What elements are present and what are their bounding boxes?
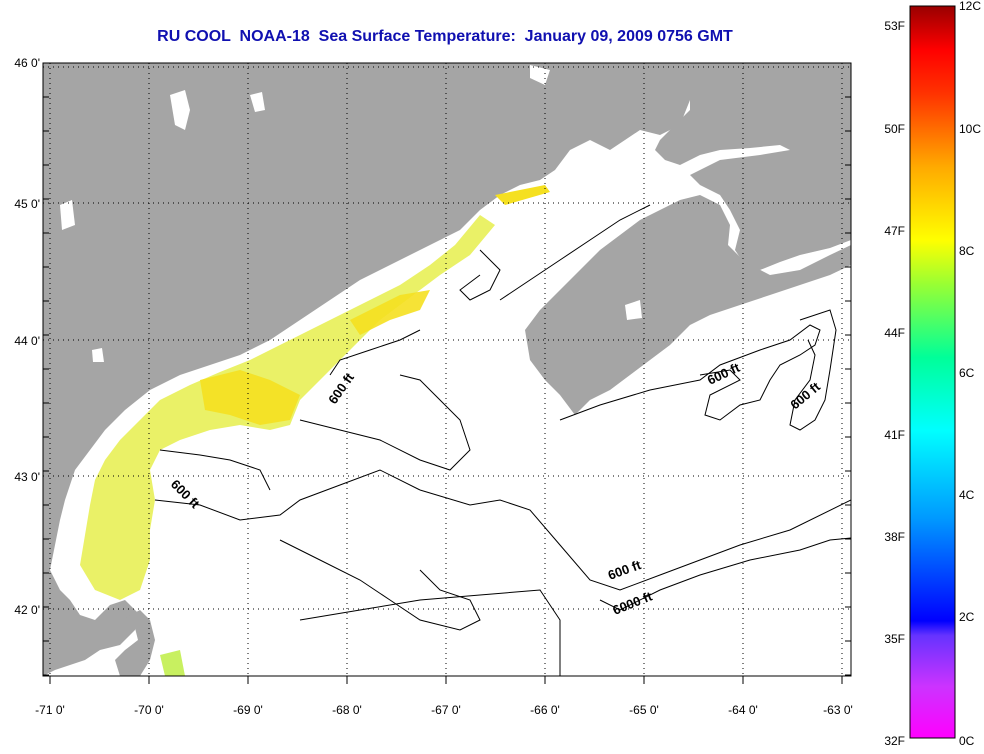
colorbar-f-label: 35F <box>884 632 905 646</box>
colorbar-f-label: 50F <box>884 122 905 136</box>
sst-patch <box>160 650 185 676</box>
contour-600ft <box>559 324 821 421</box>
map-title: RU COOL NOAA-18 Sea Surface Temperature:… <box>157 28 733 45</box>
map-grid <box>43 62 851 684</box>
colorbar-f-label: 32F <box>884 734 905 748</box>
colorbar-c-label: 6C <box>959 366 975 380</box>
colorbar-f-label: 38F <box>884 530 905 544</box>
colorbar-f-label: 41F <box>884 428 905 442</box>
lake <box>530 65 550 85</box>
contour-basin <box>299 374 471 471</box>
colorbar-c-label: 0C <box>959 734 975 748</box>
lake <box>250 92 265 112</box>
sst-patch <box>495 185 550 205</box>
map-area <box>43 63 851 676</box>
contour-gulf-3 <box>329 329 421 376</box>
contour-600ft-gulf <box>154 469 421 521</box>
lon-label: -70 0' <box>134 703 164 717</box>
land-cape-cod <box>115 610 155 676</box>
contour-6000ft <box>599 537 851 611</box>
contour-600ft-east <box>789 309 837 431</box>
map-frame <box>42 62 852 677</box>
land-new-england <box>43 63 700 676</box>
contour-basin-2 <box>279 539 481 631</box>
colorbar-f-label: 53F <box>884 19 905 33</box>
lake <box>625 300 642 320</box>
colorbar-f-label: 44F <box>884 326 905 340</box>
contour-ridge <box>459 249 501 301</box>
lat-label: 42 0' <box>14 603 40 617</box>
colorbar-c-label: 8C <box>959 244 975 258</box>
colorbar-f-label: 47F <box>884 224 905 238</box>
lake <box>170 90 190 130</box>
colorbar-c-label: 2C <box>959 610 975 624</box>
colorbar-c-labels: 12C 10C 8C 6C 4C 2C 0C <box>959 0 981 748</box>
lon-label: -65 0' <box>629 703 659 717</box>
colorbar: 53F 50F 47F 44F 41F 38F 35F 32F 12C 10C … <box>884 0 981 748</box>
colorbar-f-labels: 53F 50F 47F 44F 41F 38F 35F 32F <box>884 19 905 748</box>
colorbar-c-label: 12C <box>959 0 981 13</box>
lon-label: -66 0' <box>530 703 560 717</box>
contour-gulf-2 <box>159 449 271 491</box>
sst-swath-warm <box>200 370 300 425</box>
contour-shelf <box>299 589 561 676</box>
lon-label: -63 0' <box>823 703 853 717</box>
lat-label: 44 0' <box>14 334 40 348</box>
lat-label: 45 0' <box>14 197 40 211</box>
sst-swath-warm <box>350 290 430 335</box>
lake <box>60 200 75 230</box>
colorbar-gradient <box>909 5 956 739</box>
lon-label: -68 0' <box>332 703 362 717</box>
lat-labels: 46 0' 45 0' 44 0' 43 0' 42 0' <box>14 56 40 617</box>
lon-labels: -71 0' -70 0' -69 0' -68 0' -67 0' -66 0… <box>35 703 853 717</box>
contours <box>154 204 851 676</box>
lon-label: -69 0' <box>233 703 263 717</box>
land-nova-scotia <box>525 195 851 415</box>
lake <box>92 348 104 362</box>
lat-label: 43 0' <box>14 470 40 484</box>
contour-600ft-georges <box>419 489 851 591</box>
contour-fundy <box>499 204 651 301</box>
lat-label: 46 0' <box>14 56 40 70</box>
lon-label: -64 0' <box>728 703 758 717</box>
lon-label: -67 0' <box>431 703 461 717</box>
land-new-brunswick <box>655 63 851 270</box>
colorbar-c-label: 10C <box>959 122 981 136</box>
lon-label: -71 0' <box>35 703 65 717</box>
colorbar-c-label: 4C <box>959 488 975 502</box>
